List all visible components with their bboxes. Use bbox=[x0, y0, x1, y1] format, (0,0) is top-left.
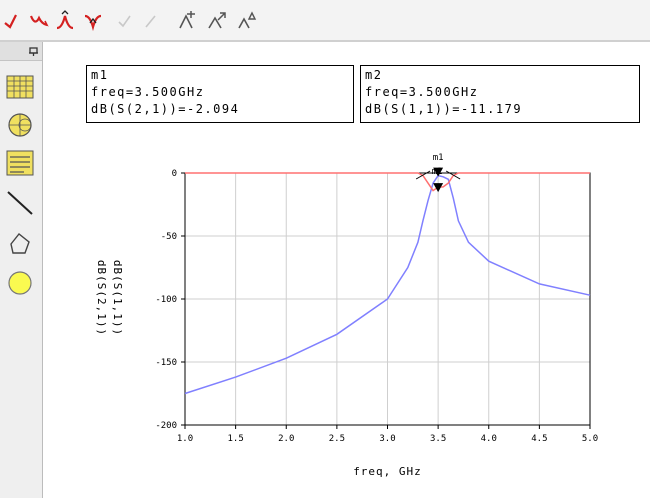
marker-value: dB(S(2,1))=-2.094 bbox=[91, 102, 240, 116]
list-icon[interactable] bbox=[5, 148, 35, 178]
x-tick-label: 2.5 bbox=[329, 434, 345, 444]
x-tick-label: 1.0 bbox=[177, 434, 193, 444]
marker-label-m1: m1 bbox=[433, 153, 444, 163]
marker-value: dB(S(1,1))=-11.179 bbox=[365, 102, 523, 116]
y-tick-label: 0 bbox=[172, 169, 177, 179]
marker-leader-lines bbox=[415, 170, 461, 180]
marker-readout-m1[interactable]: m1 freq=3.500GHz dB(S(2,1))=-2.094 bbox=[86, 65, 354, 123]
marker-move-icon[interactable] bbox=[206, 10, 228, 32]
line-tool-icon[interactable] bbox=[5, 188, 35, 218]
series-line-1[interactable] bbox=[184, 174, 591, 395]
polygon-tool-icon[interactable] bbox=[5, 228, 35, 258]
marker-label-m2: m2 bbox=[432, 167, 443, 177]
curve-down-icon[interactable] bbox=[28, 10, 50, 32]
x-tick-label: 2.0 bbox=[278, 434, 294, 444]
marker-freq: freq=3.500GHz bbox=[365, 85, 479, 99]
y-tick-label: -200 bbox=[155, 421, 177, 431]
x-tick-label: 4.0 bbox=[481, 434, 497, 444]
y-tick-label: -150 bbox=[155, 358, 177, 368]
palette-panel bbox=[0, 42, 43, 498]
y-tick-label: -50 bbox=[161, 232, 177, 242]
x-tick-label: 1.5 bbox=[227, 434, 243, 444]
pin-icon[interactable] bbox=[28, 45, 40, 57]
y-tick-label: -100 bbox=[155, 295, 177, 305]
check-disabled-icon bbox=[118, 15, 131, 28]
marker-m2-triangle[interactable] bbox=[433, 183, 444, 193]
x-tick-label: 5.0 bbox=[582, 434, 598, 444]
x-tick-label: 3.5 bbox=[430, 434, 446, 444]
peak-trace-icon[interactable] bbox=[54, 10, 76, 32]
y-axis-label-2: dB(S(1,1)) bbox=[111, 260, 124, 336]
y-axis-label-1: dB(S(2,1)) bbox=[95, 260, 108, 336]
smith-chart-icon[interactable] bbox=[5, 110, 35, 140]
x-axis-label: freq, GHz bbox=[353, 465, 422, 478]
circle-tool-icon[interactable] bbox=[5, 268, 35, 298]
marker-delta-icon[interactable] bbox=[236, 10, 258, 32]
marker-add-icon[interactable] bbox=[176, 10, 198, 32]
x-tick-label: 4.5 bbox=[531, 434, 547, 444]
marker-readout-m2[interactable]: m2 freq=3.500GHz dB(S(1,1))=-11.179 bbox=[360, 65, 640, 123]
toolbar-separator bbox=[0, 40, 650, 42]
s21-trace-icon[interactable] bbox=[2, 10, 24, 32]
line-disabled-icon bbox=[145, 15, 156, 28]
marker-m1-triangle[interactable] bbox=[433, 167, 444, 177]
table-icon[interactable] bbox=[5, 72, 35, 102]
toolbar bbox=[0, 0, 650, 40]
x-tick-label: 3.0 bbox=[379, 434, 395, 444]
valley-trace-icon[interactable] bbox=[82, 10, 104, 32]
marker-freq: freq=3.500GHz bbox=[91, 85, 205, 99]
palette-header bbox=[0, 42, 42, 61]
marker-name: m2 bbox=[365, 68, 383, 82]
marker-name: m1 bbox=[91, 68, 109, 82]
